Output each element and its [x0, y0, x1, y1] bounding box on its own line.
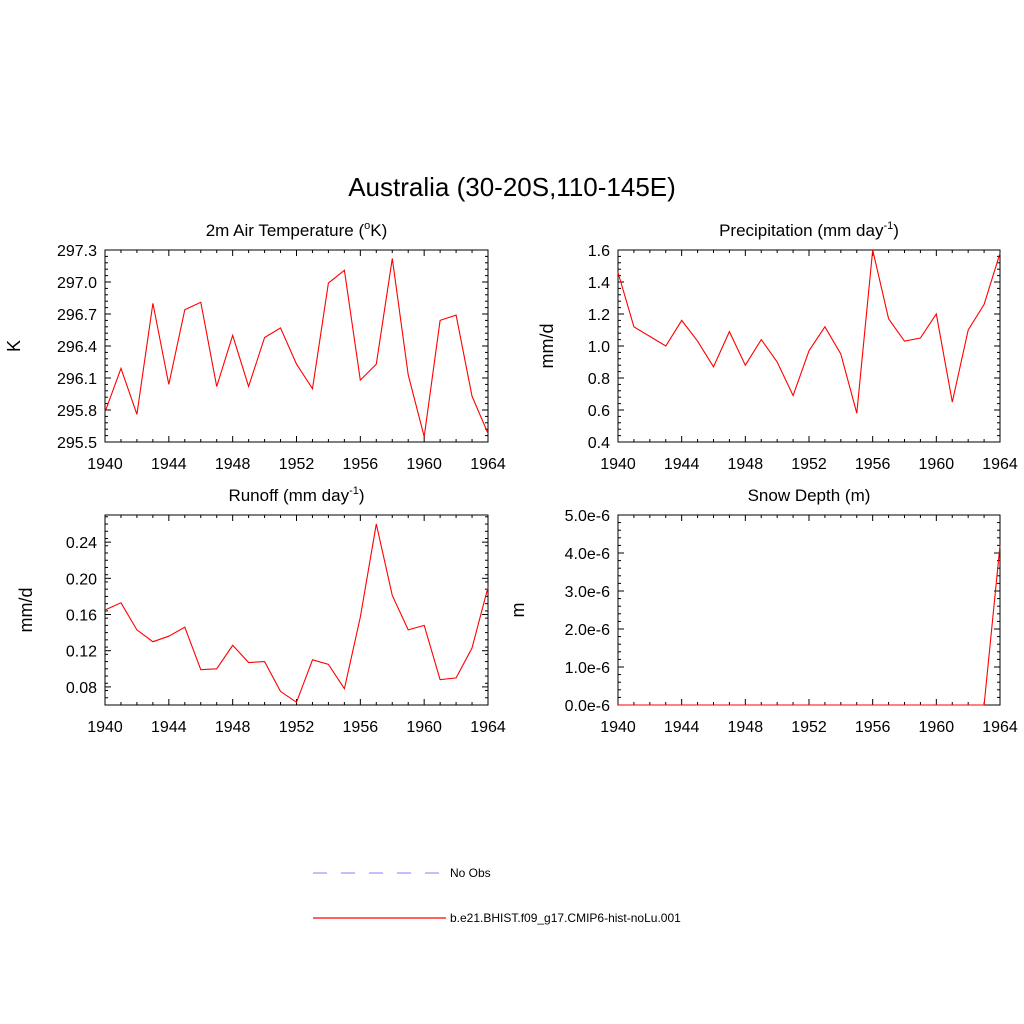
- y-tick-label: 0.16: [66, 608, 97, 625]
- y-tick-label: 296.1: [57, 371, 97, 388]
- series-line: [104, 523, 489, 704]
- panel-title: 2m Air Temperature (oK): [206, 220, 388, 240]
- x-tick-label: 1948: [728, 456, 764, 473]
- panel-title: Precipitation (mm day-1): [719, 220, 899, 240]
- series-line: [618, 545, 1001, 706]
- x-tick-label: 1948: [728, 719, 764, 736]
- legend-obs-label: No Obs: [450, 866, 491, 880]
- x-tick-label: 1964: [470, 456, 506, 473]
- y-tick-label: 0.8: [588, 371, 610, 388]
- x-tick-label: 1952: [279, 719, 315, 736]
- x-tick-label: 1952: [791, 719, 827, 736]
- y-tick-label: 0.6: [588, 403, 610, 420]
- y-tick-label: 3.0e-6: [565, 584, 610, 601]
- y-tick-label: 1.2: [588, 307, 610, 324]
- y-tick-label: 0.4: [588, 435, 610, 452]
- plot-frame: [104, 249, 489, 443]
- x-tick-label: 1940: [600, 719, 636, 736]
- legend-model-label: b.e21.BHIST.f09_g17.CMIP6-hist-noLu.001: [450, 911, 681, 925]
- x-tick-label: 1956: [855, 719, 891, 736]
- plot-frame: [104, 514, 489, 706]
- x-tick-label: 1956: [855, 456, 891, 473]
- plot-frame: [617, 514, 1001, 706]
- y-tick-label: 296.4: [57, 339, 97, 356]
- y-tick-label: 0.20: [66, 571, 97, 588]
- x-tick-label: 1964: [470, 719, 506, 736]
- panel-title: Runoff (mm day-1): [228, 485, 364, 505]
- x-tick-label: 1960: [919, 456, 955, 473]
- panel-3: 1940 1944 1948 1952 1956 1960 1964 0.08 0.12 0.16…: [16, 485, 506, 736]
- panel-4: 1940 1944 1948 1952 1956 1960 1964 0.0e-6 1.0e-6…: [508, 486, 1018, 736]
- x-tick-label: 1944: [151, 456, 187, 473]
- y-tick-label: 1.0: [588, 339, 610, 356]
- plot-frame: [617, 249, 1001, 443]
- x-tick-label: 1952: [279, 456, 315, 473]
- y-axis-label: mm/d: [16, 588, 36, 633]
- legend: No Obs b.e21.BHIST.f09_g17.CMIP6-hist-no…: [313, 866, 681, 925]
- y-tick-label: 295.8: [57, 403, 97, 420]
- y-tick-label: 5.0e-6: [565, 508, 610, 525]
- x-tick-label: 1960: [406, 719, 442, 736]
- y-axis-label: m: [508, 603, 528, 618]
- y-tick-label: 295.5: [57, 435, 97, 452]
- y-tick-label: 296.7: [57, 307, 97, 324]
- y-tick-label: 297.0: [57, 275, 97, 292]
- series-line: [617, 249, 1001, 414]
- panels: 1940 1944 1948 1952 1956 1960 1964 295.5 295.8 29…: [4, 220, 1018, 736]
- y-tick-label: 1.0e-6: [565, 660, 610, 677]
- x-tick-label: 1952: [791, 456, 827, 473]
- y-tick-label: 0.0e-6: [565, 698, 610, 715]
- x-tick-label: 1940: [600, 456, 636, 473]
- x-tick-label: 1956: [343, 456, 379, 473]
- panel-title: Snow Depth (m): [748, 486, 871, 505]
- y-tick-label: 4.0e-6: [565, 546, 610, 563]
- x-tick-label: 1964: [982, 456, 1018, 473]
- x-tick-label: 1948: [215, 456, 251, 473]
- x-tick-label: 1940: [87, 456, 123, 473]
- x-tick-label: 1944: [664, 456, 700, 473]
- y-tick-label: 0.08: [66, 680, 97, 697]
- y-tick-label: 1.6: [588, 243, 610, 260]
- x-tick-label: 1960: [919, 719, 955, 736]
- panel-2: 1940 1944 1948 1952 1956 1960 1964 0.4 0.6 0.8 1.0…: [537, 220, 1018, 473]
- y-tick-label: 0.12: [66, 644, 97, 661]
- panel-1: 1940 1944 1948 1952 1956 1960 1964 295.5 295.8 29…: [4, 220, 506, 473]
- x-tick-label: 1948: [215, 719, 251, 736]
- x-tick-label: 1956: [343, 719, 379, 736]
- y-axis-label: mm/d: [537, 324, 557, 369]
- figure-title: Australia (30-20S,110-145E): [348, 172, 676, 202]
- y-tick-label: 2.0e-6: [565, 622, 610, 639]
- x-tick-label: 1944: [151, 719, 187, 736]
- x-tick-label: 1964: [982, 719, 1018, 736]
- y-axis-label: K: [4, 340, 24, 352]
- y-tick-label: 1.4: [588, 275, 610, 292]
- series-line: [104, 258, 489, 437]
- x-tick-label: 1940: [87, 719, 123, 736]
- x-tick-label: 1944: [664, 719, 700, 736]
- y-tick-label: 0.24: [66, 535, 97, 552]
- y-tick-label: 297.3: [57, 243, 97, 260]
- x-tick-label: 1960: [406, 456, 442, 473]
